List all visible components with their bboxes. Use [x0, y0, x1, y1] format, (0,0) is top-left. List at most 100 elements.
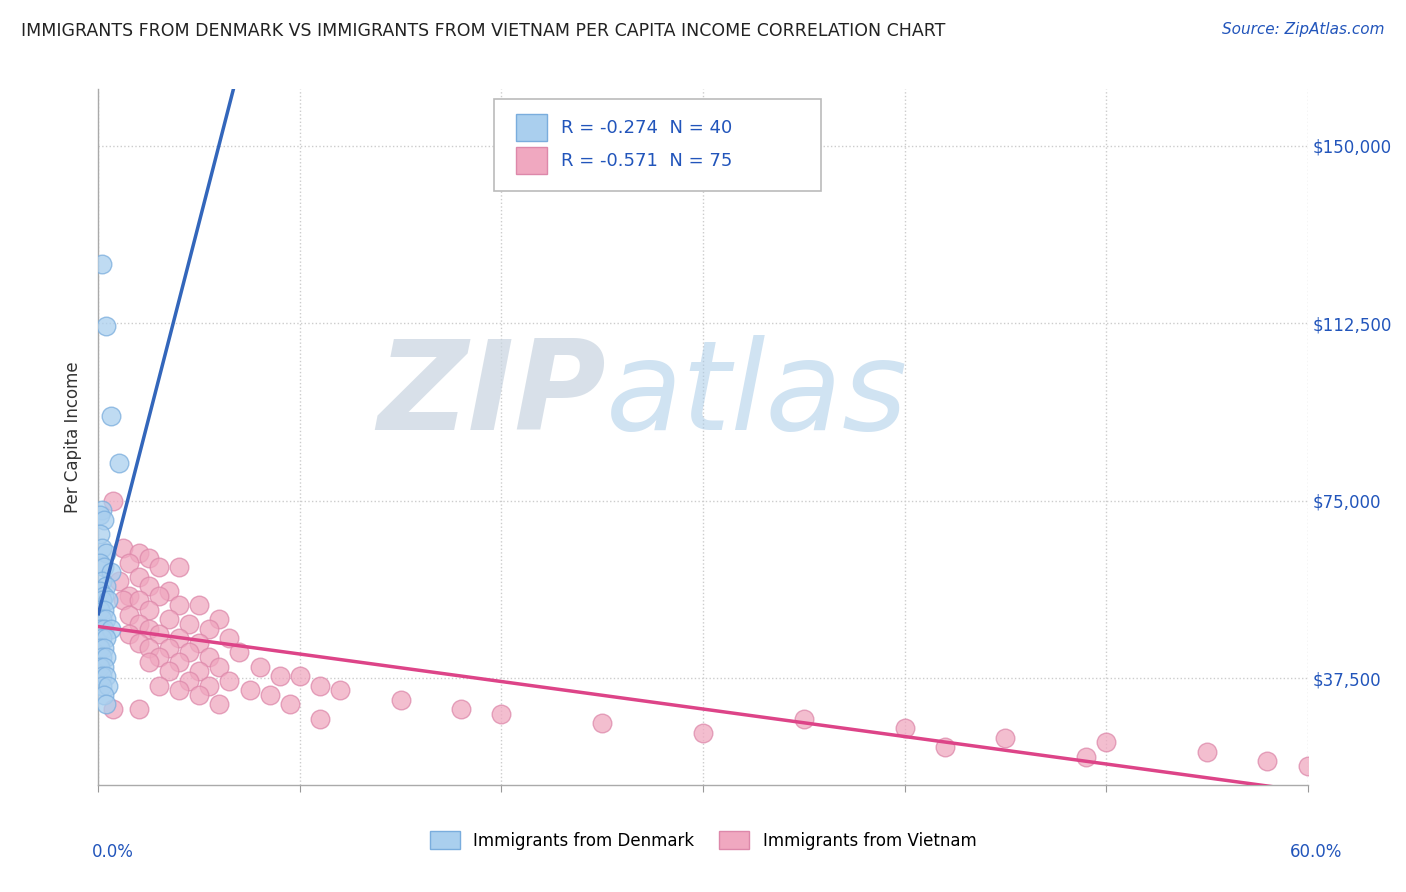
- Point: [198, 650, 221, 665]
- Point: [188, 636, 211, 650]
- Point: [148, 626, 170, 640]
- Point: [1296, 759, 1319, 773]
- Point: [309, 712, 332, 726]
- Point: [259, 688, 281, 702]
- Point: [89, 556, 111, 570]
- Point: [96, 612, 118, 626]
- Point: [188, 665, 211, 679]
- Point: [157, 583, 180, 598]
- Point: [89, 659, 111, 673]
- Point: [167, 683, 190, 698]
- Point: [893, 721, 915, 735]
- Point: [118, 626, 141, 640]
- Point: [91, 541, 114, 556]
- Point: [208, 698, 231, 712]
- Point: [128, 593, 150, 607]
- Point: [101, 494, 124, 508]
- Point: [167, 598, 190, 612]
- Point: [179, 645, 201, 659]
- Point: [91, 679, 114, 693]
- Point: [93, 560, 115, 574]
- Point: [128, 570, 150, 584]
- Point: [100, 409, 122, 423]
- Point: [93, 513, 115, 527]
- Point: [1074, 749, 1097, 764]
- Point: [1256, 754, 1278, 768]
- Point: [157, 665, 180, 679]
- Point: [91, 257, 114, 271]
- Point: [692, 726, 714, 740]
- Point: [96, 632, 118, 646]
- Point: [288, 669, 311, 683]
- Point: [89, 640, 111, 655]
- Point: [138, 640, 160, 655]
- Point: [157, 640, 180, 655]
- Point: [91, 612, 114, 626]
- Point: [167, 655, 190, 669]
- Point: [167, 632, 190, 646]
- Point: [128, 636, 150, 650]
- Point: [148, 560, 170, 574]
- Point: [450, 702, 472, 716]
- Point: [591, 716, 613, 731]
- Y-axis label: Per Capita Income: Per Capita Income: [65, 361, 83, 513]
- Point: [91, 574, 114, 589]
- Point: [128, 702, 150, 716]
- Text: atlas: atlas: [606, 334, 908, 456]
- Text: R = -0.274  N = 40: R = -0.274 N = 40: [561, 119, 733, 136]
- Point: [89, 603, 111, 617]
- Point: [93, 659, 115, 673]
- Point: [96, 579, 118, 593]
- Point: [111, 593, 134, 607]
- Point: [93, 688, 115, 702]
- Point: [138, 603, 160, 617]
- Point: [96, 669, 118, 683]
- Text: ZIP: ZIP: [378, 334, 606, 456]
- Point: [91, 669, 114, 683]
- Point: [91, 593, 114, 607]
- Point: [101, 702, 124, 716]
- Text: R = -0.571  N = 75: R = -0.571 N = 75: [561, 152, 733, 169]
- Point: [91, 503, 114, 517]
- Point: [188, 688, 211, 702]
- Point: [329, 683, 352, 698]
- Point: [96, 698, 118, 712]
- Text: Source: ZipAtlas.com: Source: ZipAtlas.com: [1222, 22, 1385, 37]
- Point: [107, 574, 129, 589]
- Point: [89, 527, 111, 541]
- Point: [128, 617, 150, 632]
- Point: [93, 603, 115, 617]
- Point: [148, 589, 170, 603]
- Text: IMMIGRANTS FROM DENMARK VS IMMIGRANTS FROM VIETNAM PER CAPITA INCOME CORRELATION: IMMIGRANTS FROM DENMARK VS IMMIGRANTS FR…: [21, 22, 945, 40]
- Point: [934, 740, 956, 755]
- Point: [138, 579, 160, 593]
- Point: [118, 607, 141, 622]
- Point: [491, 706, 513, 721]
- Point: [198, 622, 221, 636]
- Point: [138, 655, 160, 669]
- Text: 0.0%: 0.0%: [91, 843, 134, 861]
- Point: [118, 556, 141, 570]
- Point: [100, 565, 122, 579]
- Point: [100, 622, 122, 636]
- Legend: Immigrants from Denmark, Immigrants from Vietnam: Immigrants from Denmark, Immigrants from…: [423, 824, 983, 856]
- Point: [138, 550, 160, 565]
- Point: [249, 659, 271, 673]
- Point: [218, 673, 240, 688]
- Point: [97, 679, 120, 693]
- Point: [1195, 745, 1218, 759]
- Point: [128, 546, 150, 560]
- Point: [111, 541, 134, 556]
- Point: [118, 589, 141, 603]
- Point: [93, 640, 115, 655]
- Point: [278, 698, 301, 712]
- Point: [1095, 735, 1118, 749]
- Point: [96, 318, 118, 333]
- Point: [157, 612, 180, 626]
- Point: [89, 622, 111, 636]
- Point: [309, 679, 332, 693]
- Point: [107, 456, 129, 470]
- Point: [93, 622, 115, 636]
- Point: [179, 673, 201, 688]
- Point: [96, 650, 118, 665]
